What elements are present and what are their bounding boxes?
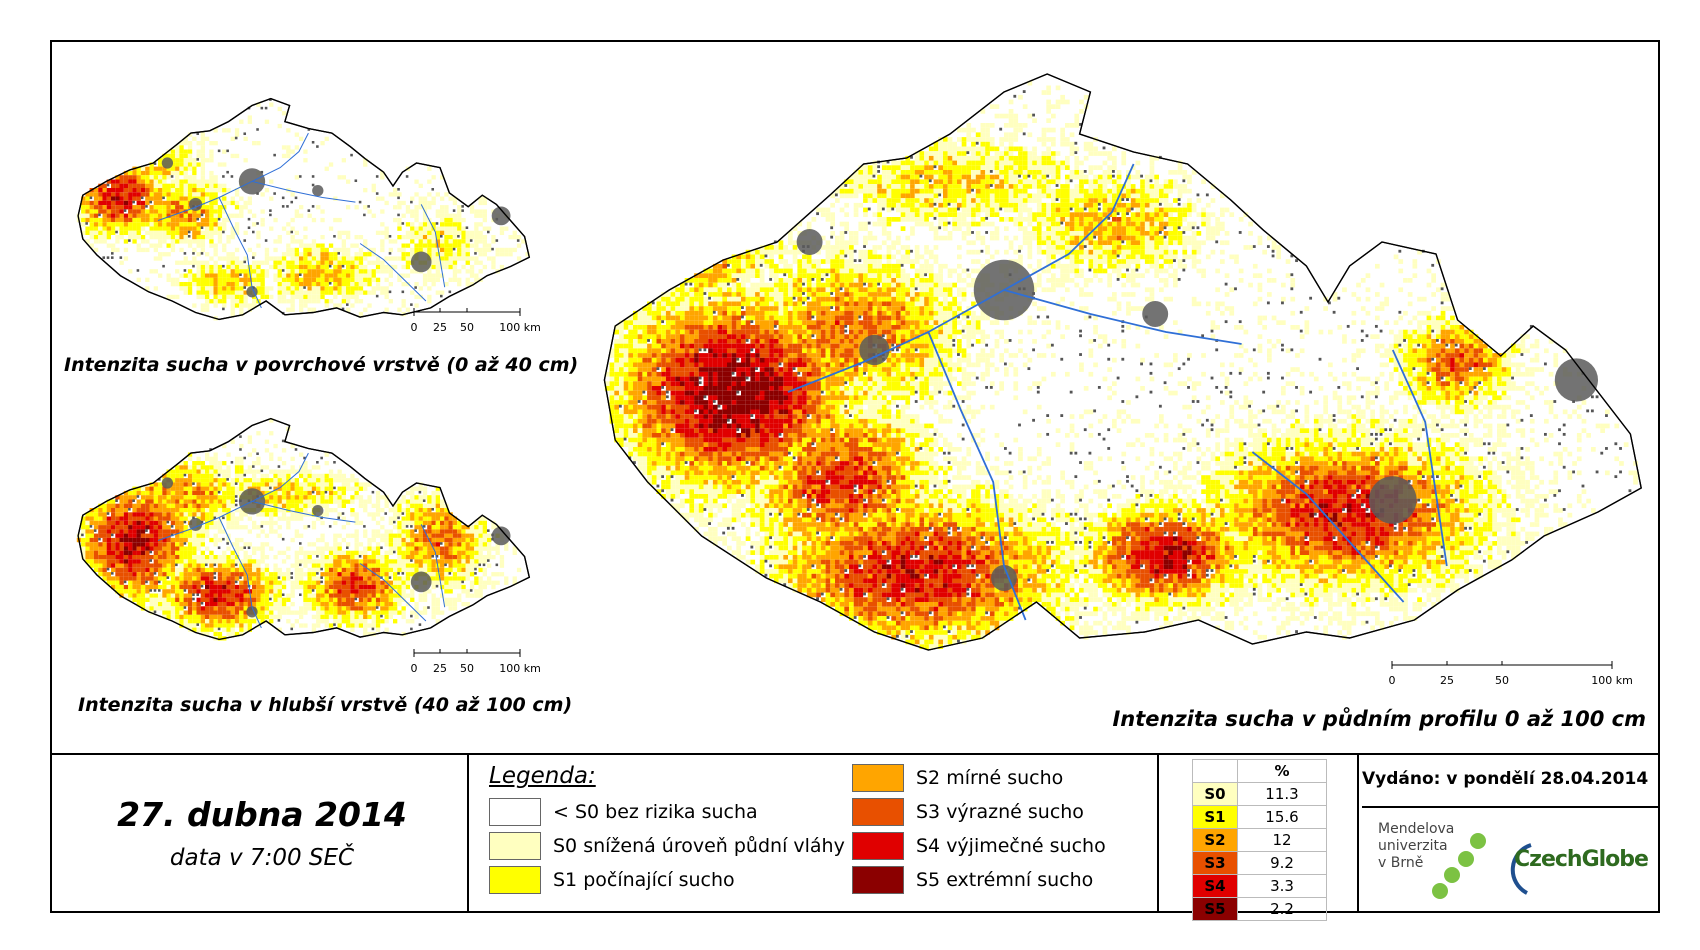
date-title: 27. dubna 2014 xyxy=(117,795,407,834)
scale-label: 50 xyxy=(460,662,474,675)
legend-item: S3 výrazné sucho xyxy=(852,795,1084,829)
profile-scale-bar: 0 25 50 100 km xyxy=(1388,657,1633,687)
scale-label: 100 km xyxy=(1591,674,1633,687)
percent-header: % xyxy=(1237,759,1327,783)
scale-label: 0 xyxy=(410,662,418,675)
legend-swatch xyxy=(852,866,904,894)
table-row: S3 9.2 xyxy=(1192,851,1327,875)
table-row: S0 11.3 xyxy=(1192,782,1327,806)
scale-label: 25 xyxy=(433,662,447,675)
date-subtitle: data v 7:00 SEČ xyxy=(169,845,355,871)
value-cell: 3.3 xyxy=(1237,874,1327,898)
legend-label: S3 výrazné sucho xyxy=(916,801,1084,823)
legend-item: S2 mírné sucho xyxy=(852,761,1063,795)
value-cell: 9.2 xyxy=(1237,851,1327,875)
legend-label: S2 mírné sucho xyxy=(916,767,1064,789)
percent-table: % S0 11.3 S1 15.6 S2 12 S3 9.2 S4 3.3 xyxy=(1192,759,1327,921)
scale-label: 100 km xyxy=(499,662,541,675)
legend-swatch xyxy=(852,798,904,826)
legend-item: S0 snížená úroveň půdní vláhy xyxy=(489,829,845,863)
table-row: S4 3.3 xyxy=(1192,874,1327,898)
czechglobe-arc-icon xyxy=(1510,843,1532,895)
issued-date: Vydáno: v pondělí 28.04.2014 xyxy=(1362,769,1649,789)
class-cell: S4 xyxy=(1192,874,1238,898)
divider xyxy=(467,755,469,913)
logo-text: Mendelova xyxy=(1378,821,1455,837)
scale-label: 100 km xyxy=(499,321,541,334)
scale-label: 50 xyxy=(1495,674,1509,687)
profile-drought-map xyxy=(603,73,1642,651)
surface-scale-bar: 0 25 50 100 km xyxy=(410,304,541,334)
deep-scale-bar: 0 25 50 100 km xyxy=(410,645,541,675)
scale-label: 0 xyxy=(1388,674,1396,687)
table-row: S5 2.2 xyxy=(1192,897,1327,921)
info-strip: 27. dubna 2014 data v 7:00 SEČ Legenda: … xyxy=(52,753,1660,921)
legend-item: S1 počínající sucho xyxy=(489,863,735,897)
mendel-university-logo: Mendelova univerzita v Brně xyxy=(1378,821,1454,872)
deep-map-caption: Intenzita sucha v hlubší vrstvě (40 až 1… xyxy=(78,694,573,716)
legend-swatch xyxy=(489,832,541,860)
class-cell: S1 xyxy=(1192,805,1238,829)
divider xyxy=(1362,806,1660,808)
class-cell: S3 xyxy=(1192,851,1238,875)
class-cell: S0 xyxy=(1192,782,1238,806)
deep-drought-map xyxy=(76,417,531,641)
legend-swatch xyxy=(852,832,904,860)
legend-swatch xyxy=(852,764,904,792)
class-cell: S2 xyxy=(1192,828,1238,852)
legend-title: Legenda: xyxy=(489,763,596,789)
legend-swatch xyxy=(489,866,541,894)
legend-item: < S0 bez rizika sucha xyxy=(489,795,758,829)
legend-label: S4 výjimečné sucho xyxy=(916,835,1106,857)
legend-item: S5 extrémní sucho xyxy=(852,863,1093,897)
logo-text: univerzita xyxy=(1378,838,1448,854)
legend-swatch xyxy=(489,798,541,826)
class-cell: S5 xyxy=(1192,897,1238,921)
value-cell: 11.3 xyxy=(1237,782,1327,806)
surface-drought-map xyxy=(76,97,531,321)
legend-label: S0 snížená úroveň půdní vláhy xyxy=(553,835,845,857)
legend-label: S5 extrémní sucho xyxy=(916,869,1094,891)
map-frame: 0 25 50 100 km Intenzita sucha v povrcho… xyxy=(50,40,1660,921)
scale-label: 25 xyxy=(433,321,447,334)
table-row: S2 12 xyxy=(1192,828,1327,852)
value-cell: 15.6 xyxy=(1237,805,1327,829)
legend-label: S1 počínající sucho xyxy=(553,869,735,891)
scale-label: 50 xyxy=(460,321,474,334)
scale-label: 0 xyxy=(410,321,418,334)
legend-item: S4 výjimečné sucho xyxy=(852,829,1106,863)
surface-map-caption: Intenzita sucha v povrchové vrstvě (0 až… xyxy=(64,354,579,376)
value-cell: 12 xyxy=(1237,828,1327,852)
logo-text: v Brně xyxy=(1378,855,1424,871)
divider xyxy=(1157,755,1159,913)
divider xyxy=(1357,755,1359,913)
profile-map-caption: Intenzita sucha v půdním profilu 0 až 10… xyxy=(1112,707,1646,731)
scale-label: 25 xyxy=(1440,674,1454,687)
legend-label: < S0 bez rizika sucha xyxy=(553,801,758,823)
czechglobe-logo: CzechGlobe xyxy=(1514,847,1649,872)
value-cell: 2.2 xyxy=(1237,897,1327,921)
table-row: S1 15.6 xyxy=(1192,805,1327,829)
mendel-dots-icon xyxy=(1432,833,1486,899)
